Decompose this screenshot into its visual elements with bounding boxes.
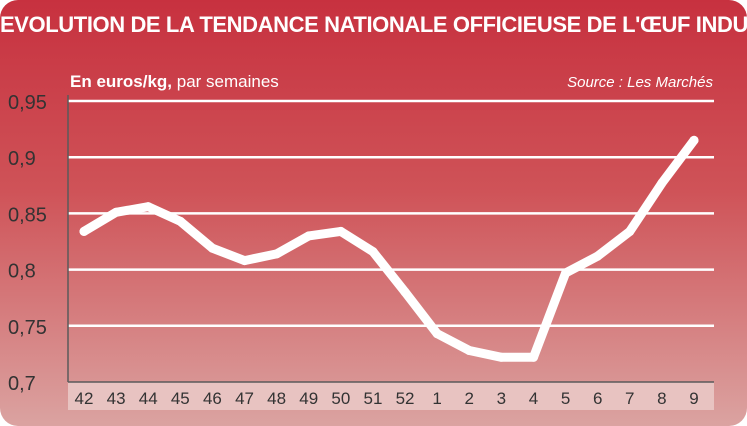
x-tick-label: 47 bbox=[235, 389, 254, 408]
unit-label-bold: En euros/kg, bbox=[70, 72, 173, 91]
x-tick-label: 42 bbox=[75, 389, 94, 408]
data-point bbox=[625, 226, 635, 236]
x-tick-label: 51 bbox=[363, 389, 382, 408]
x-tick-label: 1 bbox=[432, 389, 441, 408]
x-tick-label: 6 bbox=[593, 389, 602, 408]
y-tick-label: 0,7 bbox=[8, 373, 36, 395]
data-point bbox=[272, 249, 282, 259]
data-point bbox=[240, 256, 250, 266]
data-point bbox=[593, 251, 603, 261]
data-point bbox=[336, 226, 346, 236]
y-tick-label: 0,9 bbox=[8, 148, 36, 170]
data-point bbox=[689, 135, 699, 145]
x-tick-label: 9 bbox=[689, 389, 698, 408]
x-tick-label: 52 bbox=[396, 389, 415, 408]
data-point bbox=[400, 287, 410, 297]
data-point bbox=[464, 346, 474, 356]
y-tick-label: 0,95 bbox=[8, 92, 47, 114]
y-tick-label: 0,8 bbox=[8, 261, 36, 283]
data-point bbox=[143, 202, 153, 212]
y-tick-label: 0,75 bbox=[8, 317, 47, 339]
data-point bbox=[528, 352, 538, 362]
x-tick-label: 7 bbox=[625, 389, 634, 408]
data-point bbox=[432, 329, 442, 339]
y-tick-label: 0,85 bbox=[8, 204, 47, 226]
x-tick-label: 50 bbox=[331, 389, 350, 408]
x-tick-label: 48 bbox=[267, 389, 286, 408]
x-tick-label: 49 bbox=[299, 389, 318, 408]
x-tick-label: 43 bbox=[107, 389, 126, 408]
data-point bbox=[304, 231, 314, 241]
data-point bbox=[657, 178, 667, 188]
source-label: Source : Les Marchés bbox=[567, 74, 713, 91]
data-point bbox=[561, 268, 571, 278]
x-tick-label: 4 bbox=[529, 389, 538, 408]
x-tick-label: 5 bbox=[561, 389, 570, 408]
data-point bbox=[175, 216, 185, 226]
x-tick-label: 45 bbox=[171, 389, 190, 408]
series-line bbox=[79, 135, 699, 362]
data-point bbox=[496, 352, 506, 362]
unit-label-rest: par semaines bbox=[172, 72, 279, 91]
x-tick-label: 8 bbox=[657, 389, 666, 408]
data-point bbox=[368, 247, 378, 257]
chart-title: EVOLUTION DE LA TENDANCE NATIONALE OFFIC… bbox=[0, 12, 747, 37]
data-point bbox=[207, 243, 217, 253]
x-tick-label: 3 bbox=[497, 389, 506, 408]
data-point bbox=[79, 226, 89, 236]
x-tick-label: 46 bbox=[203, 389, 222, 408]
unit-label: En euros/kg, par semaines bbox=[70, 72, 279, 92]
x-tick-label: 44 bbox=[139, 389, 158, 408]
x-axis-band bbox=[68, 382, 714, 410]
x-tick-label: 2 bbox=[465, 389, 474, 408]
data-point bbox=[111, 207, 121, 217]
